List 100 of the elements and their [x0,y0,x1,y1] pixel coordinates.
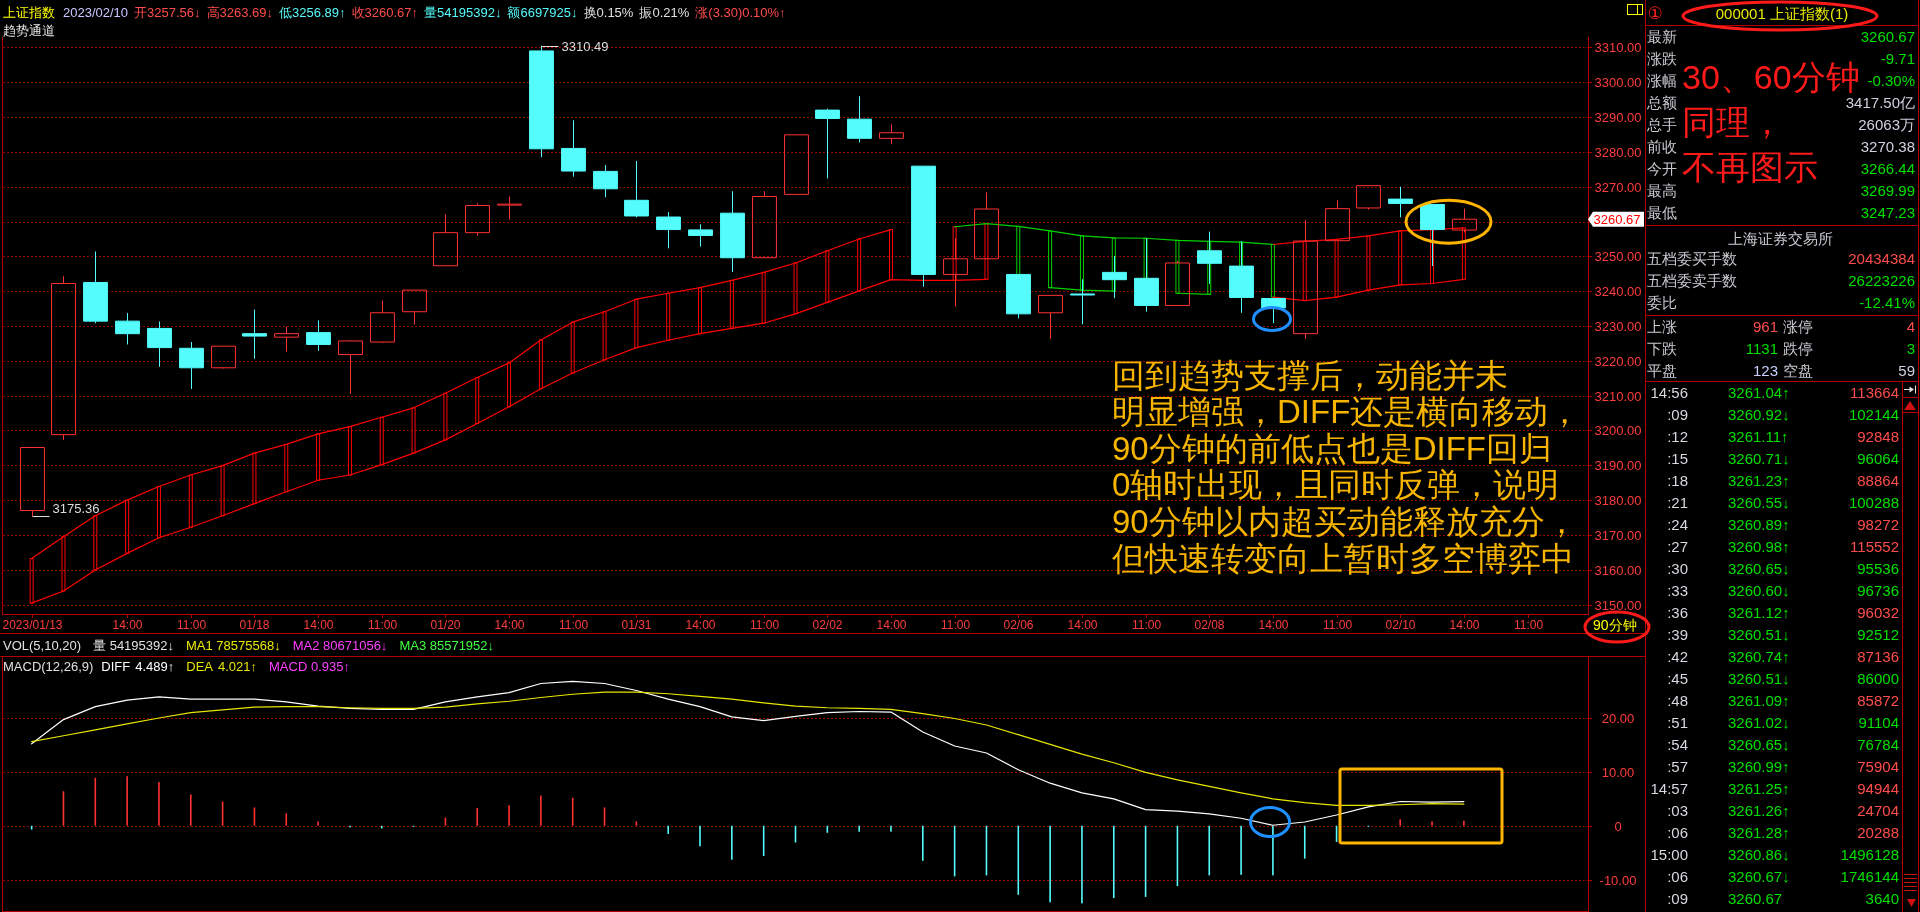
annotation: 0轴时出现，且同时反弹，说明 [1112,466,1560,504]
category-label: 上涨 [1647,317,1677,335]
text: 15:00 3260.86↓ 1496128 [1650,846,1899,863]
data-label: 961 [1752,317,1778,335]
annotation: 3310.49 [561,39,609,54]
y-tick-label: 3220.00 [1594,354,1642,369]
x-tick-label: 11:00 [1131,617,1162,632]
text: 委比 [1647,293,1677,311]
text: -0.30% [1867,71,1915,89]
x-tick-label: 11:00 [940,617,971,632]
chart-title: MACD(12,26,9) [3,658,94,674]
x-tick-label: 2023/01/13 [2,617,63,632]
text: :27 3260.98↑ 115552 [1667,538,1899,555]
x-tick-label: 14:00 [494,617,525,632]
text: 前收 [1647,137,1677,155]
y-tick-label: 3300.00 [1594,75,1642,90]
text: :54 3260.65↓ 76784 [1667,736,1899,753]
text: 26223226 [1848,271,1915,289]
y-tick-label: 3160.00 [1594,563,1642,578]
data-label: 123 [1752,361,1778,379]
text: DIFF [101,658,131,674]
y-tick-label: 3210.00 [1594,389,1642,404]
text: 最新 [1647,27,1677,45]
chart-title: 上证指数 [3,4,55,20]
y-tick-label: 10.00 [1601,765,1635,780]
text: :09 3260.67 3640 [1667,890,1899,907]
text: :51 3261.02↓ 91104 [1667,714,1899,731]
y-tick-label: 3170.00 [1594,528,1642,543]
annotation: 回到趋势支撑后，动能并未 [1112,356,1508,394]
y-tick-label: -10.00 [1599,873,1637,888]
category-label: 跌停 [1783,339,1813,357]
text: :57 3260.99↑ 75904 [1667,758,1899,775]
text: :30 3260.65↓ 95536 [1667,560,1899,577]
y-tick-label: 3150.00 [1594,598,1642,613]
annotation: 明显增强，DIFF还是横向移动， [1112,393,1582,431]
text: ① [1647,3,1663,23]
text: 量54195392↓ [424,4,502,20]
text: 14:57 3261.25↑ 94944 [1650,780,1899,797]
x-tick-label: 11:00 [1513,617,1544,632]
text: 收3260.67↑ [351,4,419,20]
x-tick-label: 11:00 [1322,617,1353,632]
text: 今开 [1647,159,1677,177]
x-tick-label: 14:00 [876,617,907,632]
text: MA3 85571952↓ [399,637,495,653]
text: 2023/02/10 [63,4,129,20]
text: 3269.99 [1860,181,1915,199]
annotation: MACD 0.935↑ [269,658,350,674]
y-tick-label: 20.00 [1601,711,1635,726]
text: 30、60分钟 [1682,58,1860,96]
x-tick-label: 14:00 [1449,617,1480,632]
y-tick-label: 3290.00 [1594,110,1642,125]
annotation: 4.021↑ [217,658,258,674]
annotation: 4.489↑ [135,658,175,674]
x-tick-label: 11:00 [749,617,780,632]
x-tick-label: 02/10 [1385,617,1416,632]
x-tick-label: 01/18 [239,617,270,632]
x-tick-label: 14:00 [112,617,143,632]
y-tick-label: 3230.00 [1594,319,1642,334]
text: :12 3261.11↑ 92848 [1667,428,1899,445]
text: 26063万 [1858,115,1915,133]
text: :18 3261.23↑ 88864 [1667,472,1899,489]
annotation: 90分钟以内超买动能释放充分， [1112,502,1578,540]
x-tick-label: 11:00 [558,617,589,632]
text: :48 3261.09↑ 85872 [1667,692,1899,709]
data-label: 1131 [1745,339,1778,357]
text: 20434384 [1848,249,1915,267]
category-label: 平盘 [1647,361,1677,379]
text: DEA [186,658,214,674]
text: 振0.21% [639,4,690,20]
text: 涨(3.30)0.10%↑ [695,4,786,20]
chart-subtitle: 趋势通道 [3,22,55,38]
text: 000001 上证指数(1) [1715,4,1849,22]
text: :39 3260.51↓ 92512 [1667,626,1899,643]
text: -9.71 [1880,49,1915,67]
text: 额6697925↓ [507,4,578,20]
y-tick-label: 3200.00 [1594,423,1642,438]
text: :03 3261.26↑ 24704 [1667,802,1899,819]
text: 3270.38 [1860,137,1915,155]
x-tick-label: 14:00 [685,617,716,632]
x-tick-label: 14:00 [1258,617,1289,632]
annotation: 90分钟的前低点也是DIFF回归 [1112,429,1553,467]
text: :06 3261.28↑ 20288 [1667,824,1899,841]
text: 开3257.56↓ [134,4,201,20]
text: :15 3260.71↓ 96064 [1667,450,1899,467]
text: :36 3261.12↑ 96032 [1667,604,1899,621]
text: :09 3260.92↓ 102144 [1667,406,1899,423]
y-tick-label: 0 [1614,819,1622,834]
text: -12.41% [1859,293,1915,311]
y-tick-label: 3270.00 [1594,180,1642,195]
x-tick-label: 02/02 [812,617,843,632]
text: 3417.50亿 [1845,93,1915,111]
x-tick-label: 01/31 [621,617,652,632]
text: 同理， [1682,103,1784,141]
x-tick-label: 02/08 [1194,617,1225,632]
category-label: 空盘 [1783,361,1813,379]
y-tick-label: 3180.00 [1594,493,1642,508]
data-label: 3 [1906,339,1915,357]
text: :21 3260.55↓ 100288 [1667,494,1899,511]
y-tick-label: 3250.00 [1594,249,1642,264]
text: MA1 78575568↓ [186,637,281,653]
